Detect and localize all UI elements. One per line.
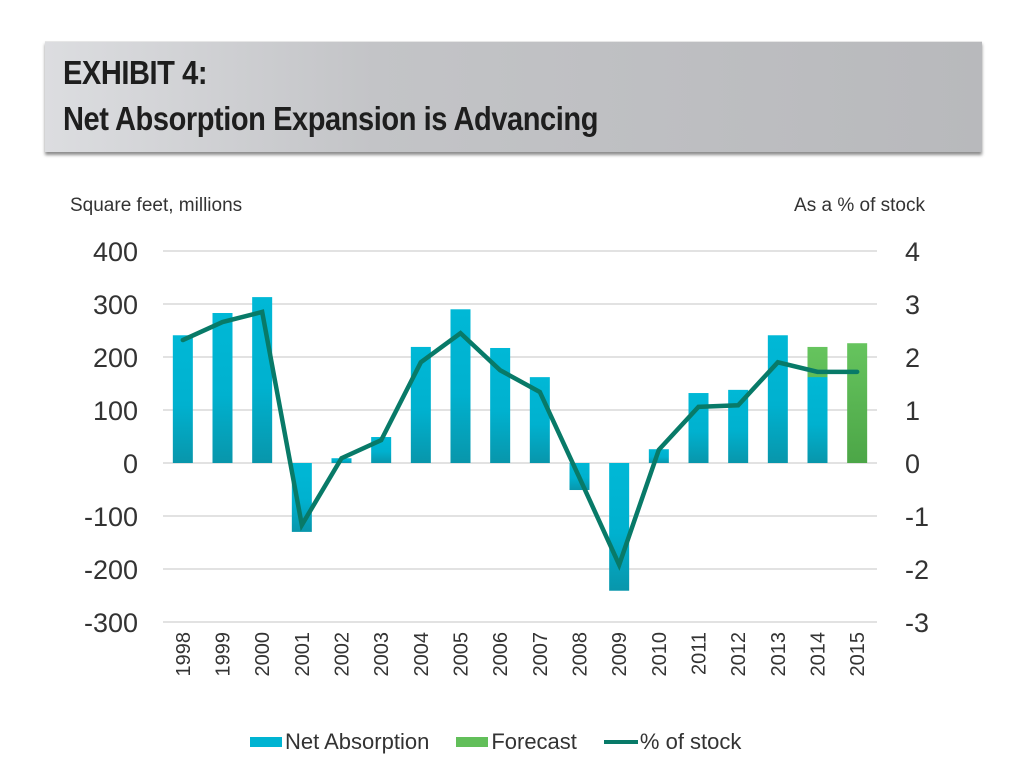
legend-item-net-absorption: Net Absorption xyxy=(250,729,429,755)
forecast-bar xyxy=(847,343,868,463)
y-tick-label: -200 xyxy=(84,555,138,585)
x-tick-label: 2013 xyxy=(768,632,790,677)
net-absorption-bar xyxy=(767,335,788,463)
legend-label: Net Absorption xyxy=(285,729,430,754)
net-absorption-swatch xyxy=(250,737,282,747)
net-absorption-bar xyxy=(688,393,709,463)
y2-tick-label: 3 xyxy=(905,290,920,320)
y2-tick-label: 1 xyxy=(905,396,920,426)
x-tick-label: 2005 xyxy=(451,632,473,677)
y2-tick-label: 2 xyxy=(905,343,920,373)
right-axis-title: As a % of stock xyxy=(794,195,925,216)
x-tick-label: 2007 xyxy=(530,632,552,677)
exhibit-number: EXHIBIT 4: xyxy=(63,54,208,91)
y-tick-label: 0 xyxy=(123,449,138,479)
legend-label: % of stock xyxy=(639,729,742,754)
net-absorption-bar xyxy=(490,347,511,463)
left-axis-title: Square feet, millions xyxy=(70,195,243,216)
legend: Net Absorption Forecast % of stock xyxy=(250,729,768,755)
x-tick-label: 2012 xyxy=(728,632,750,677)
net-absorption-bar xyxy=(807,377,828,463)
legend-item-forecast: Forecast xyxy=(456,729,577,755)
exhibit-banner: EXHIBIT 4: Net Absorption Expansion is A… xyxy=(45,41,982,152)
x-tick-label: 2001 xyxy=(292,632,314,677)
x-tick-label: 2015 xyxy=(847,632,869,677)
y-tick-label: 200 xyxy=(93,343,138,373)
x-tick-label: 2002 xyxy=(332,632,354,677)
x-tick-label: 2011 xyxy=(689,632,711,675)
pct-of-stock-line-swatch xyxy=(603,740,638,744)
y-tick-label: 400 xyxy=(93,237,138,267)
x-tick-label: 2010 xyxy=(649,632,671,677)
x-tick-label: 2000 xyxy=(252,632,274,677)
y2-tick-label: -1 xyxy=(905,502,929,532)
x-tick-label: 2009 xyxy=(609,632,631,677)
net-absorption-bar xyxy=(450,309,471,463)
net-absorption-bar xyxy=(212,313,233,463)
x-tick-label: 1998 xyxy=(173,632,195,677)
net-absorption-bar xyxy=(728,389,749,463)
y-tick-label: -100 xyxy=(84,502,138,532)
forecast-swatch xyxy=(456,737,489,747)
y2-tick-label: 4 xyxy=(905,237,920,267)
y-tick-label: -300 xyxy=(84,608,138,638)
y-tick-label: 100 xyxy=(93,396,138,426)
x-tick-label: 2008 xyxy=(570,632,592,677)
y-tick-label: 300 xyxy=(93,290,138,320)
legend-item-pct-of-stock: % of stock xyxy=(603,729,742,755)
x-tick-label: 2006 xyxy=(490,632,512,677)
y2-tick-label: 0 xyxy=(905,449,920,479)
x-tick-label: 2004 xyxy=(411,632,433,677)
pct-of-stock-line xyxy=(180,309,860,571)
x-tick-label: 2003 xyxy=(371,632,393,677)
legend-label: Forecast xyxy=(491,729,577,754)
y2-tick-label: -3 xyxy=(905,608,929,638)
net-absorption-bar xyxy=(609,463,630,591)
x-tick-label: 2014 xyxy=(808,632,830,677)
net-absorption-bar xyxy=(172,335,193,463)
y2-tick-label: -2 xyxy=(905,555,929,585)
x-tick-label: 1999 xyxy=(213,632,235,677)
chart-title: Net Absorption Expansion is Advancing xyxy=(63,100,598,137)
